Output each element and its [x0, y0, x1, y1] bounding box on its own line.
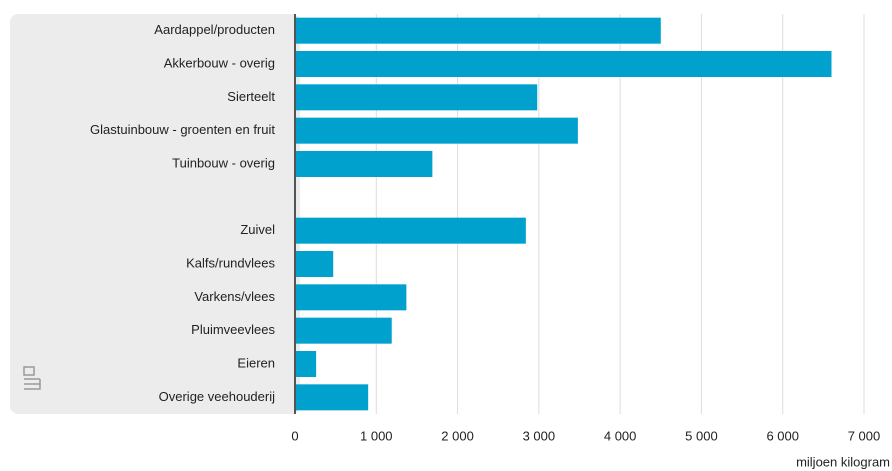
y-tick-label: Akkerbouw - overig: [164, 55, 275, 70]
y-tick-label: Pluimveevlees: [191, 322, 275, 337]
bar: [295, 151, 433, 177]
y-tick-label: Glastuinbouw - groenten en fruit: [90, 122, 275, 137]
y-tick-label: Sierteelt: [227, 89, 275, 104]
y-tick-label: Kalfs/rundvlees: [186, 255, 275, 270]
label-panel: [10, 14, 300, 414]
x-axis-title: miljoen kilogram: [796, 454, 890, 469]
bar: [295, 217, 526, 244]
bar: [295, 84, 538, 111]
bar: [295, 317, 392, 344]
x-tick-label: 1 000: [360, 428, 393, 443]
x-tick-label: 6 000: [766, 428, 799, 443]
x-tick-label: 5 000: [685, 428, 718, 443]
y-tick-label: Varkens/vlees: [194, 289, 275, 304]
y-tick-label: Aardappel/producten: [154, 22, 275, 37]
bar: [295, 51, 832, 77]
x-tick-label: 2 000: [441, 428, 474, 443]
y-tick-label: Tuinbouw - overig: [172, 155, 275, 170]
bar: [295, 251, 334, 277]
bar: [295, 117, 578, 144]
y-tick-label: Zuivel: [240, 222, 275, 237]
x-tick-label: 0: [291, 428, 298, 443]
bar: [295, 17, 661, 44]
bar: [295, 284, 407, 311]
x-tick-label: 4 000: [604, 428, 637, 443]
x-tick-label: 3 000: [523, 428, 556, 443]
y-tick-label: Eieren: [237, 355, 275, 370]
x-tick-label: 7 000: [848, 428, 881, 443]
y-tick-label: Overige veehouderij: [159, 389, 275, 404]
bar: [295, 351, 317, 377]
cbs-logo: [23, 366, 41, 390]
bar: [295, 384, 369, 411]
